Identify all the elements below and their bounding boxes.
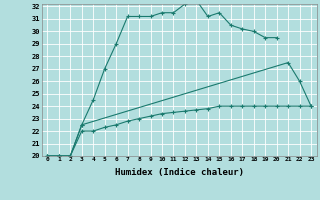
X-axis label: Humidex (Indice chaleur): Humidex (Indice chaleur): [115, 168, 244, 177]
